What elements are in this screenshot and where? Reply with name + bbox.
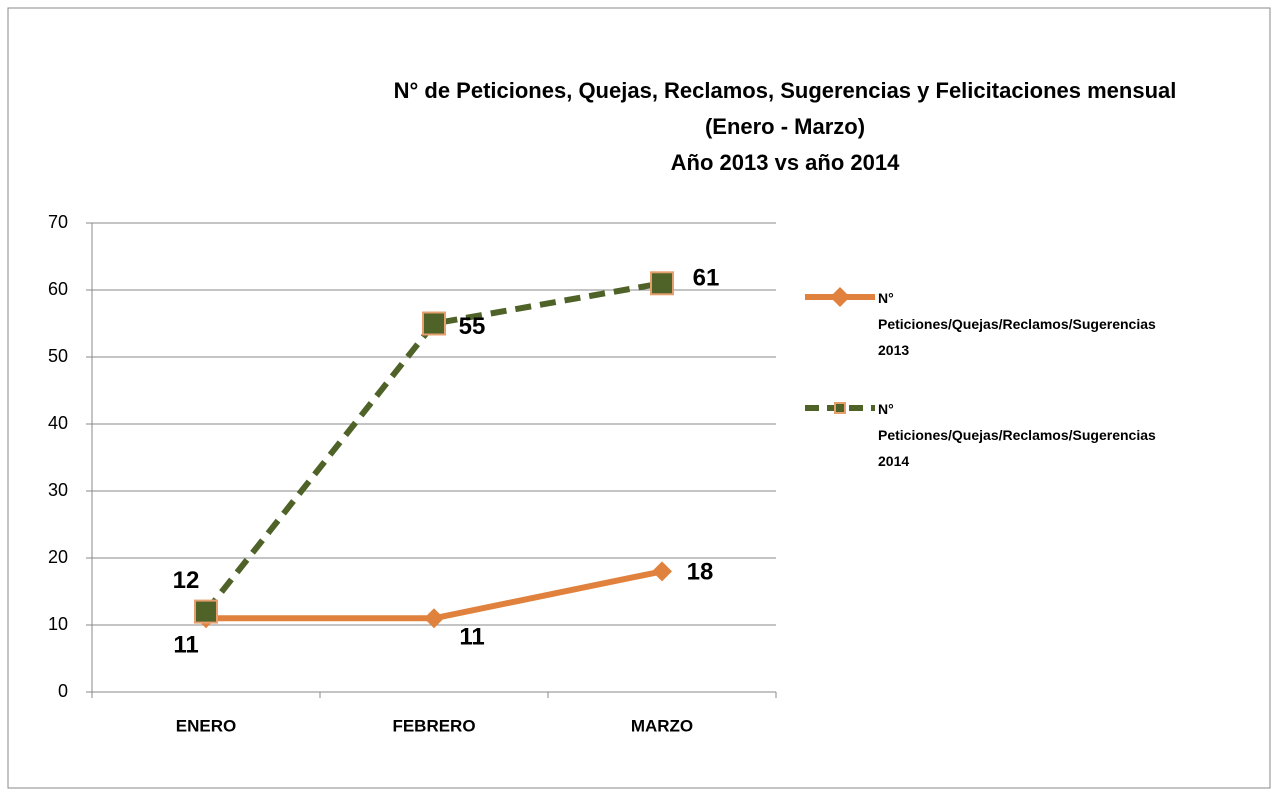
y-tick-label: 20	[48, 547, 68, 567]
data-label: 18	[687, 559, 714, 586]
point	[422, 311, 446, 336]
data-label: 61	[693, 265, 720, 292]
legend-marker	[834, 402, 846, 414]
x-tick-label: ENERO	[176, 716, 236, 735]
data-label: 12	[173, 567, 200, 594]
point	[652, 561, 672, 582]
legend-marker	[830, 287, 850, 307]
y-tick-label: 10	[48, 614, 68, 634]
data-label: 11	[459, 624, 484, 651]
chart-title: (Enero - Marzo)	[705, 114, 865, 139]
y-tick-label: 50	[48, 346, 68, 366]
chart-title: Año 2013 vs año 2014	[671, 150, 900, 175]
y-tick-label: 40	[48, 413, 68, 433]
legend-label: N° Peticiones/Quejas/Reclamos/Sugerencia…	[878, 290, 1156, 358]
point	[424, 608, 444, 629]
y-tick-label: 60	[48, 279, 68, 299]
x-tick-label: FEBRERO	[392, 716, 475, 735]
point	[194, 599, 218, 624]
data-label: 55	[459, 313, 486, 340]
legend-label: N° Peticiones/Quejas/Reclamos/Sugerencia…	[878, 401, 1156, 469]
chart-border	[7, 7, 1271, 789]
point	[650, 271, 674, 296]
chart-title: N° de Peticiones, Quejas, Reclamos, Suge…	[394, 78, 1177, 103]
y-tick-label: 70	[48, 212, 68, 232]
x-tick-label: MARZO	[631, 716, 693, 735]
y-tick-label: 30	[48, 480, 68, 500]
data-label: 11	[173, 632, 198, 659]
y-tick-label: 0	[58, 681, 68, 701]
